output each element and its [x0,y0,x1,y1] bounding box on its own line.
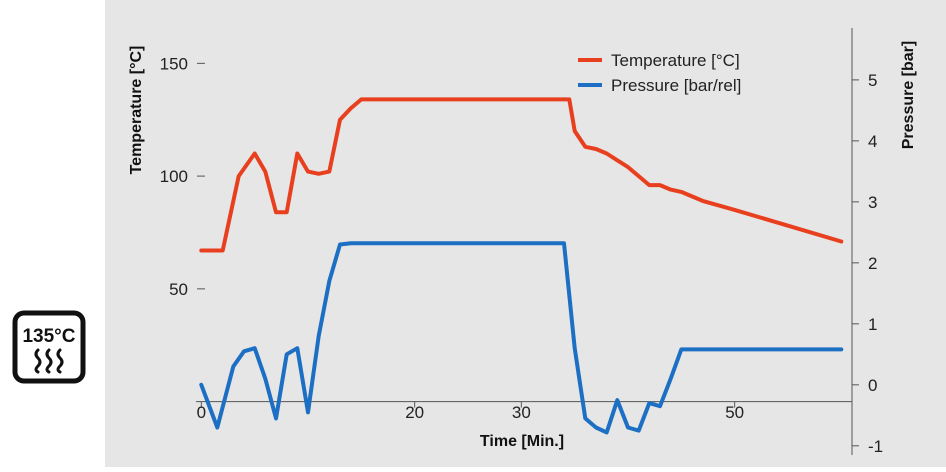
y-left-tick-label: 100 [160,167,188,186]
y-right-tick-label: 5 [868,71,877,90]
plot-background [105,0,946,467]
y-right-tick-label: 1 [868,315,877,334]
y-right-tick-label: 0 [868,376,877,395]
legend-label: Pressure [bar/rel] [611,76,741,95]
right-axis: -1 0 1 2 3 4 5 [851,28,883,456]
legend-label: Temperature [°C] [611,51,740,70]
badge-135c: 135°C [12,310,86,389]
x-axis-label: Time [Min.] [480,433,564,450]
y-axis-right-label: Pressure [bar] [900,41,917,150]
badge-label: 135°C [22,326,75,347]
y-right-tick-label: 3 [868,193,877,212]
x-tick-label: 0 [197,403,206,422]
y-left-tick-label: 50 [169,280,188,299]
x-tick-label: 30 [512,403,531,422]
y-right-tick-label: 4 [868,132,877,151]
series-layer [199,97,844,435]
pressure-series-line [199,241,844,435]
badge-frame [12,310,86,384]
legend: Temperature [°C] Pressure [bar/rel] [578,51,741,95]
y-axis-left-label: Temperature [°C] [128,46,145,175]
x-tick-label: 20 [405,403,424,422]
steam-waves-icon [34,348,64,374]
y-left-tick-label: 150 [160,54,188,73]
y-right-tick-label: -1 [868,437,883,456]
y-right-tick-label: 2 [868,254,877,273]
x-tick-label: 50 [725,403,744,422]
temperature-series-line [199,97,844,253]
left-axis: 50 100 150 [160,54,205,299]
